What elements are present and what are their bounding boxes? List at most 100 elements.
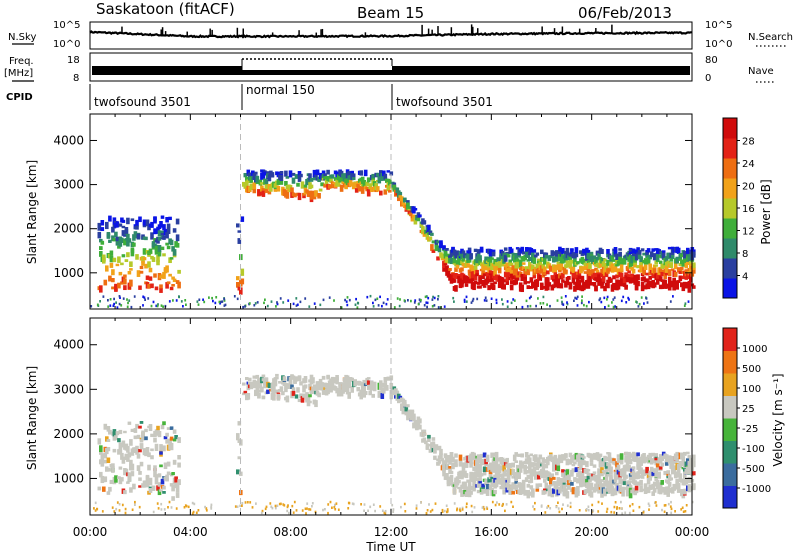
power-noise [178, 295, 180, 298]
velocity-noise [667, 502, 670, 506]
power-cell [586, 249, 591, 253]
power-cell [642, 269, 646, 275]
power-colorbar-swatch [723, 198, 737, 219]
power-noise [426, 301, 429, 305]
power-noise [465, 295, 468, 299]
power-cell [633, 262, 637, 267]
velocity-cell [576, 486, 580, 494]
velocity-cell [99, 445, 103, 453]
velocity-noise [210, 507, 213, 510]
power-noise [221, 300, 224, 303]
velocity-cell [531, 488, 535, 496]
velocity-cell [528, 457, 532, 465]
velocity-cell [452, 488, 457, 495]
velocity-cell [524, 477, 529, 483]
velocity-cell [678, 473, 683, 477]
power-cell [464, 275, 469, 284]
power-noise [224, 303, 227, 307]
power-cell [524, 247, 529, 254]
power-cell [481, 279, 485, 287]
power-cell [291, 177, 296, 184]
velocity-noise [546, 506, 548, 509]
station-title: Saskatoon (fitACF) [96, 0, 235, 18]
velocity-cell [165, 439, 169, 444]
power-cell [136, 233, 141, 240]
velocity-cell [418, 418, 422, 424]
velocity-cell [529, 485, 534, 490]
velocity-cell [431, 441, 436, 449]
power-cell [627, 270, 631, 274]
velocity-cell [166, 427, 171, 430]
power-cell [484, 263, 488, 268]
power-cell [362, 180, 366, 187]
velocity-cell [496, 474, 500, 480]
power-cell [692, 253, 696, 258]
velocity-cell [552, 488, 556, 494]
velocity-cell [261, 374, 266, 378]
power-cell [472, 284, 476, 291]
power-cell [594, 285, 598, 292]
power-cell [686, 247, 690, 254]
power-noise [182, 305, 184, 308]
power-noise [357, 302, 360, 305]
velocity-noise [335, 502, 338, 505]
velocity-cell [601, 462, 606, 467]
velocity-noise [271, 506, 274, 510]
velocity-cell [512, 454, 517, 462]
velocity-cell [347, 391, 351, 399]
power-cell [302, 193, 306, 196]
velocity-cell [372, 384, 377, 392]
velocity-cell [579, 460, 583, 466]
velocity-cell [473, 455, 478, 463]
velocity-cell [531, 462, 535, 468]
power-cell [491, 249, 496, 254]
power-cell [168, 257, 172, 264]
velocity-cell [494, 481, 499, 488]
power-cell [281, 186, 285, 191]
power-cell [129, 261, 133, 267]
velocity-noise [170, 506, 173, 509]
velocity-cell [139, 439, 144, 443]
power-noise [299, 300, 302, 304]
power-cell [577, 280, 582, 288]
velocity-cell [103, 476, 108, 483]
power-cell [160, 215, 165, 219]
velocity-cell [297, 376, 302, 382]
power-cell [345, 169, 350, 173]
power-noise [304, 297, 307, 300]
velocity-noise [534, 501, 536, 505]
velocity-cell [672, 483, 676, 491]
power-noise [256, 301, 259, 304]
power-cell [407, 210, 412, 215]
velocity-noise [670, 507, 673, 511]
velocity-cell [540, 473, 544, 479]
velocity-noise [374, 509, 376, 513]
power-cell [664, 256, 669, 262]
power-cell [351, 175, 356, 181]
velocity-cell [458, 487, 463, 493]
velocity-cell [550, 473, 555, 478]
power-noise [606, 298, 608, 301]
velocity-cell [245, 377, 249, 381]
velocity-cell [406, 404, 410, 408]
power-cell [126, 233, 130, 240]
velocity-cell [520, 461, 524, 469]
power-cell [428, 236, 433, 241]
power-cell [571, 276, 576, 284]
power-cell [481, 264, 485, 271]
velocity-colorbar-swatch [723, 328, 737, 351]
velocity-cell [637, 471, 642, 475]
power-cell [314, 191, 318, 194]
velocity-noise [118, 503, 121, 506]
velocity-cell [589, 462, 594, 466]
power-cell [586, 279, 591, 285]
velocity-cell [169, 442, 174, 451]
velocity-cell [670, 456, 675, 463]
velocity-noise [587, 505, 590, 508]
velocity-noise [578, 509, 581, 512]
velocity-cell [141, 433, 145, 441]
power-noise [287, 299, 290, 302]
power-cell [160, 246, 165, 251]
